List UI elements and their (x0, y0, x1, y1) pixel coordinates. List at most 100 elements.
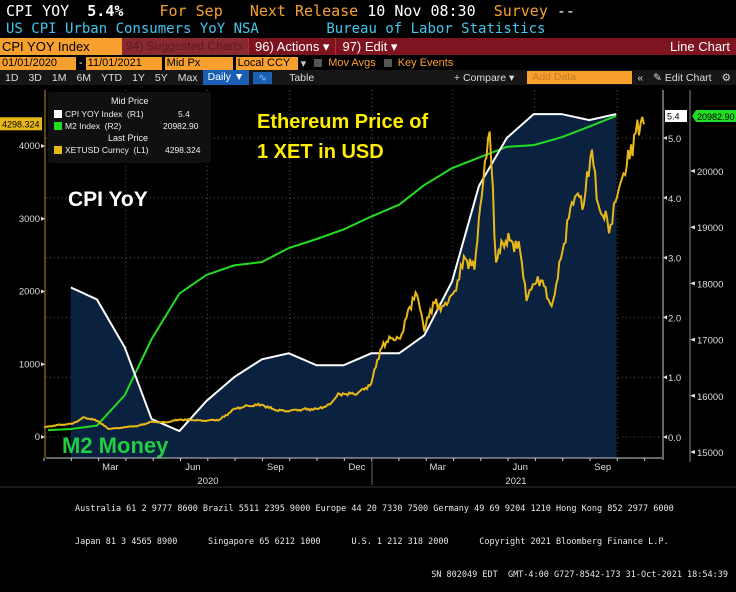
left-last-value-label: 4298.324 (2, 119, 40, 129)
left-axis-tick (41, 289, 45, 294)
r1-axis-tick-label: 0.0 (668, 433, 681, 444)
x-axis-year-label: 2020 (197, 476, 218, 487)
x-axis-tick-label: Mar (102, 462, 118, 473)
r1-axis-tick-label: 3.0 (668, 254, 681, 265)
r1-axis-tick (663, 375, 667, 380)
chart-canvas[interactable]: 0 1000 2000 3000 4000 4298.324 0.0 1.0 2.0 3.0 4.0… (0, 0, 736, 530)
footer-line-1: Australia 61 2 9777 8600 Brazil 5511 239… (75, 504, 674, 514)
key-events-label: Key Events (397, 57, 454, 69)
legend-last-price: Last Price (108, 133, 149, 143)
left-axis-tick-label: 4000 (19, 141, 40, 152)
r1-last-value-tag (665, 110, 687, 122)
next-release-label: Next Release (249, 2, 359, 20)
command-bar: CPI YOY Index 94) Suggested Charts 96) A… (0, 38, 736, 55)
table-button[interactable]: Table (289, 71, 315, 84)
r1-axis-tick (663, 195, 667, 200)
edit-chart-button[interactable]: ✎ Edit Chart (653, 71, 712, 84)
key-events-checkbox[interactable] (383, 59, 392, 67)
survey-value: -- (556, 2, 575, 20)
header-description-line: US CPI Urban Consumers YoY NSA Bureau of… (6, 20, 545, 38)
suggested-charts-button[interactable]: 94) Suggested Charts (122, 38, 248, 55)
end-date-input[interactable]: 11/01/2021 (85, 56, 162, 70)
r1-last-value-label: 5.4 (667, 112, 680, 122)
cpi-swatch (54, 110, 62, 118)
period-1m[interactable]: 1M (51, 71, 67, 84)
r2-axis-tick-label: 15000 (697, 448, 723, 459)
mov-avgs-label: Mov Avgs (328, 57, 376, 69)
period-ytd[interactable]: YTD (101, 71, 123, 84)
m2-swatch (54, 122, 62, 130)
period-3d[interactable]: 3D (28, 71, 42, 84)
annotation-cpi: CPI YoY (68, 188, 148, 211)
eth-swatch (54, 146, 62, 154)
legend-eth-name: XETUSD Curncy (L1) (65, 145, 149, 155)
period-1d[interactable]: 1D (5, 71, 19, 84)
add-data-input[interactable]: Add Data (527, 71, 633, 84)
annotation-eth: Ethereum Price of 1 XET in USD (257, 111, 429, 163)
legend-m2-value: 20982.90 (163, 121, 199, 131)
r1-axis-tick (663, 435, 667, 439)
period-1y[interactable]: 1Y (132, 71, 145, 84)
legend-item-eth[interactable]: XETUSD Curncy (L1) (54, 145, 149, 155)
r1-axis-tick (663, 136, 667, 140)
eth-series-line (43, 116, 645, 431)
left-axis-tick-label: 3000 (19, 214, 40, 225)
security-input[interactable]: CPI YOY Index (0, 38, 122, 55)
period-bar: 1D 3D 1M 6M YTD 1Y 5Y Max Daily ▼ ∿ Tabl… (0, 70, 736, 85)
legend[interactable]: Mid Price CPI YOY Index (R1) 5.4 M2 Inde… (48, 92, 211, 163)
period-max[interactable]: Max (177, 71, 198, 84)
start-date-input[interactable]: 01/01/2020 (0, 56, 76, 70)
cpi-area-fill (70, 114, 617, 458)
period-5y[interactable]: 5Y (154, 71, 168, 84)
r2-last-value-label: 20982.90 (697, 112, 735, 122)
left-last-value-tag (0, 117, 42, 131)
r2-axis-tick (690, 450, 695, 454)
actions-menu[interactable]: 96) Actions ▾ (248, 38, 335, 55)
x-axis-tick-label: Jun (513, 462, 528, 473)
r2-axis-tick (690, 169, 695, 173)
left-axis-tick-label: 2000 (19, 287, 40, 298)
left-axis-tick (41, 144, 45, 148)
m2-series-line (47, 114, 617, 432)
x-axis-year-label: 2021 (505, 476, 526, 487)
left-axis-tick (41, 435, 45, 439)
r1-axis-tick-label: 1.0 (668, 373, 681, 384)
next-release: 10 Nov 08:30 (367, 2, 476, 20)
line-chart-icon[interactable]: ∿ (253, 71, 273, 84)
legend-m2-name: M2 Index (R2) (65, 121, 122, 131)
edit-menu[interactable]: 97) Edit ▾ (335, 38, 403, 55)
x-axis-tick-label: Sep (267, 462, 284, 473)
left-axis-tick (41, 362, 45, 367)
footer: Australia 61 2 9777 8600 Brazil 5511 239… (0, 482, 736, 592)
x-axis-tick-label: Dec (349, 462, 366, 473)
date-range-bar: 01/01/2020 - 11/01/2021 Mid Px Local CCY… (0, 56, 454, 70)
r2-axis-tick (690, 393, 695, 398)
x-axis-tick-label: Sep (594, 462, 611, 473)
r1-axis-tick-label: 2.0 (668, 313, 681, 324)
legend-item-m2[interactable]: M2 Index (R2) (54, 121, 121, 131)
left-axis-tick-label: 0 (35, 432, 40, 443)
frequency-select[interactable]: Daily ▼ (202, 70, 250, 85)
currency-dropdown-icon[interactable]: ▾ (300, 57, 307, 70)
compare-button[interactable]: + Compare ▾ (453, 71, 515, 84)
currency-select[interactable]: Local CCY (235, 56, 298, 70)
price-field-select[interactable]: Mid Px (164, 56, 233, 70)
mov-avgs-checkbox[interactable] (314, 59, 323, 67)
annotation-m2: M2 Money (62, 433, 169, 458)
collapse-icon[interactable]: « (637, 71, 644, 84)
r2-axis-tick-label: 20000 (697, 167, 723, 178)
legend-cpi-name: CPI YOY Index (R1) (65, 109, 144, 119)
r1-axis-tick (663, 315, 667, 320)
legend-mid-price: Mid Price (111, 96, 149, 106)
period: For Sep (159, 2, 223, 20)
settings-icon[interactable]: ⚙ (721, 71, 731, 84)
last-value: 5.4% (87, 2, 124, 20)
legend-eth-value: 4298.324 (165, 145, 201, 155)
r2-axis-tick-label: 19000 (697, 223, 723, 234)
source: Bureau of Labor Statistics (326, 21, 546, 37)
r2-axis-tick (690, 281, 695, 286)
r2-axis-tick (690, 337, 695, 342)
survey-label: Survey (493, 2, 548, 20)
period-6m[interactable]: 6M (76, 71, 92, 84)
legend-item-cpi[interactable]: CPI YOY Index (R1) (54, 109, 144, 119)
